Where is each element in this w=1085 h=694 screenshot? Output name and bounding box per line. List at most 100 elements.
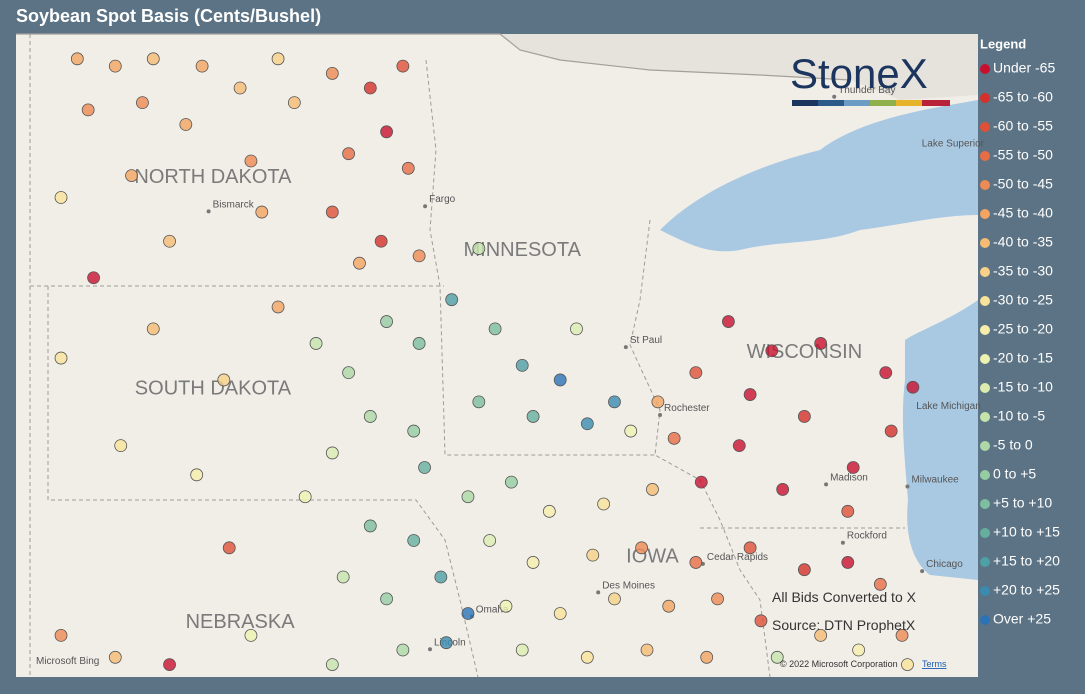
basis-point	[407, 424, 421, 438]
logo-stripe	[792, 100, 818, 106]
basis-point	[298, 490, 312, 504]
basis-point	[363, 81, 377, 95]
basis-point	[461, 490, 475, 504]
basis-point	[81, 103, 95, 117]
legend-label: -15 to -10	[993, 379, 1053, 395]
legend-swatch	[980, 441, 990, 451]
legend-label: -5 to 0	[993, 437, 1033, 453]
lake-superior	[660, 100, 978, 252]
basis-point	[396, 643, 410, 657]
basis-point	[114, 439, 128, 453]
basis-point	[700, 650, 714, 664]
city-dot	[905, 484, 910, 489]
basis-point	[624, 424, 638, 438]
city-label: Cedar Rapids	[707, 552, 768, 563]
basis-point	[754, 614, 768, 628]
city-label: Des Moines	[602, 580, 655, 591]
basis-point	[380, 592, 393, 606]
basis-point	[136, 96, 149, 110]
basis-point	[884, 424, 898, 438]
city-dot	[427, 647, 432, 652]
logo-stripe	[818, 100, 844, 106]
basis-point	[353, 256, 366, 270]
legend-swatch	[980, 151, 990, 161]
basis-point	[190, 468, 204, 482]
basis-point	[374, 234, 388, 248]
basis-point	[336, 570, 350, 584]
basis-point	[445, 293, 459, 307]
note: Source: DTN ProphetX	[772, 617, 916, 633]
basis-point	[873, 577, 887, 591]
legend-swatch	[980, 296, 990, 306]
legend-swatch	[980, 528, 990, 538]
state-label: WISCONSIN	[747, 341, 863, 363]
logo-stripe	[844, 100, 870, 106]
city-dot	[596, 590, 601, 595]
basis-point	[711, 592, 724, 606]
basis-point	[580, 650, 594, 664]
basis-point	[396, 59, 410, 73]
border-line	[47, 286, 479, 678]
basis-point	[640, 643, 654, 657]
basis-point	[797, 563, 811, 577]
basis-point	[380, 125, 393, 139]
legend-swatch	[980, 470, 990, 480]
legend-label: -65 to -60	[993, 89, 1053, 105]
basis-point	[472, 395, 486, 409]
basis-point	[233, 81, 247, 95]
map	[16, 33, 978, 678]
basis-point	[732, 439, 746, 453]
legend-label: Under -65	[993, 60, 1055, 76]
legend-label: +15 to +20	[993, 553, 1060, 569]
legend-swatch	[980, 325, 990, 335]
city-label: Fargo	[429, 194, 456, 205]
marks-layer: NORTH DAKOTA SOUTH DAKOTA NEBRASKA MINNESOT…	[54, 52, 985, 671]
basis-point	[342, 366, 356, 380]
basis-point	[852, 643, 866, 657]
legend-swatch	[980, 122, 990, 132]
state-label: NORTH DAKOTA	[134, 166, 292, 188]
legend-label: -35 to -30	[993, 263, 1053, 279]
basis-point	[271, 300, 285, 314]
basis-point	[689, 366, 703, 380]
basis-point	[217, 373, 231, 387]
water-label: Lake Superior	[922, 138, 985, 149]
basis-point	[54, 628, 68, 642]
legend-label: -10 to -5	[993, 408, 1045, 424]
basis-point	[608, 592, 621, 606]
copyright: © 2022 Microsoft Corporation	[780, 659, 898, 669]
city-dot	[206, 209, 211, 214]
basis-point	[412, 337, 426, 350]
basis-point	[163, 658, 176, 671]
basis-point	[597, 497, 611, 511]
basis-point	[901, 658, 914, 671]
basis-point	[651, 395, 665, 409]
basis-point	[309, 337, 323, 350]
basis-point	[342, 147, 356, 161]
basis-point	[146, 52, 160, 66]
basis-point	[895, 628, 909, 642]
logo: StoneX	[790, 50, 950, 106]
basis-point	[325, 446, 339, 460]
city-dot	[824, 482, 829, 487]
basis-point	[244, 628, 258, 642]
legend-swatch	[980, 499, 990, 509]
basis-point	[570, 322, 583, 336]
basis-point	[222, 541, 236, 555]
map-provider: Microsoft Bing	[36, 656, 99, 667]
legend-label: -25 to -20	[993, 321, 1053, 337]
state-label: SOUTH DAKOTA	[135, 378, 292, 400]
basis-point	[483, 534, 497, 547]
legend-title: Legend	[980, 36, 1026, 51]
basis-point	[770, 650, 784, 664]
city-label: Thunder Bay	[838, 85, 895, 96]
lake-michigan	[902, 300, 978, 580]
terms-link[interactable]: Terms	[922, 659, 947, 669]
border-line	[425, 59, 655, 456]
basis-point	[515, 643, 529, 657]
basis-point	[418, 461, 431, 474]
state-label: MINNESOTA	[464, 239, 582, 261]
basis-point	[694, 475, 708, 489]
legend-swatch	[980, 93, 990, 103]
basis-point	[743, 388, 757, 401]
